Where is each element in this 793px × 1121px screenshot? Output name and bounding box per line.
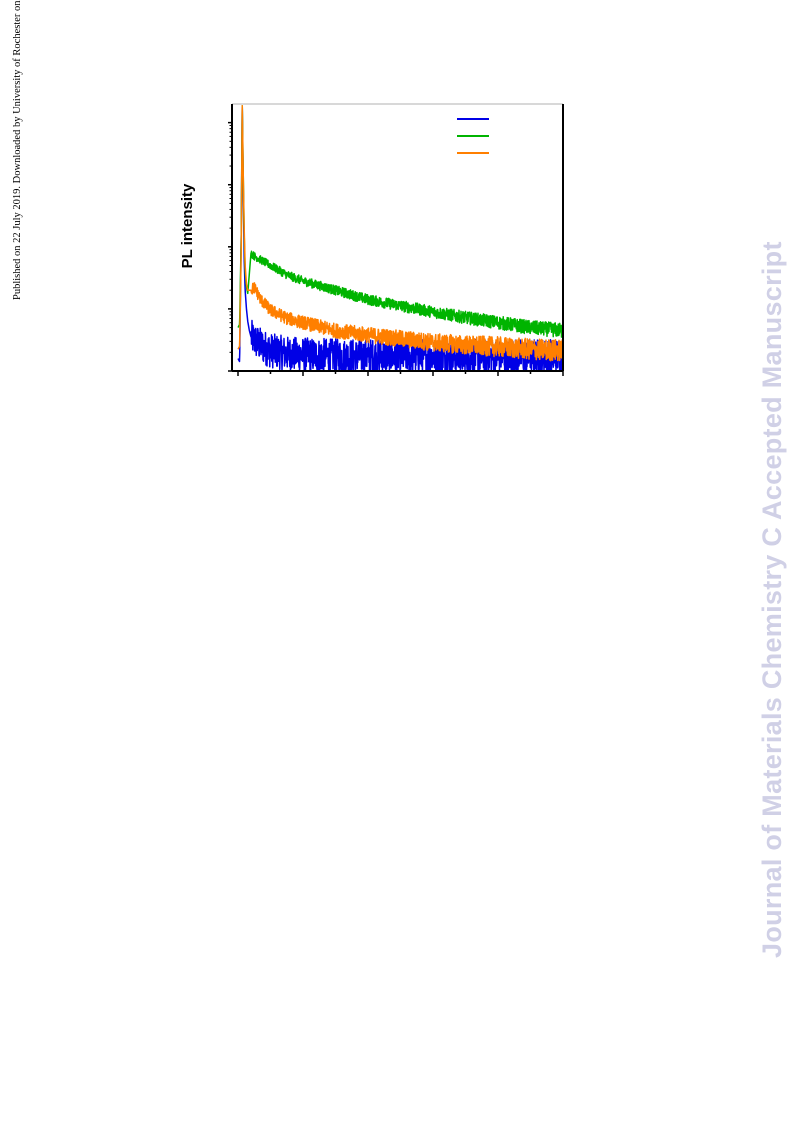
series-line-2 <box>237 105 563 338</box>
series-line-3 <box>237 105 563 362</box>
legend <box>457 118 489 154</box>
axes-layer <box>228 103 564 376</box>
series-layer <box>237 105 563 371</box>
